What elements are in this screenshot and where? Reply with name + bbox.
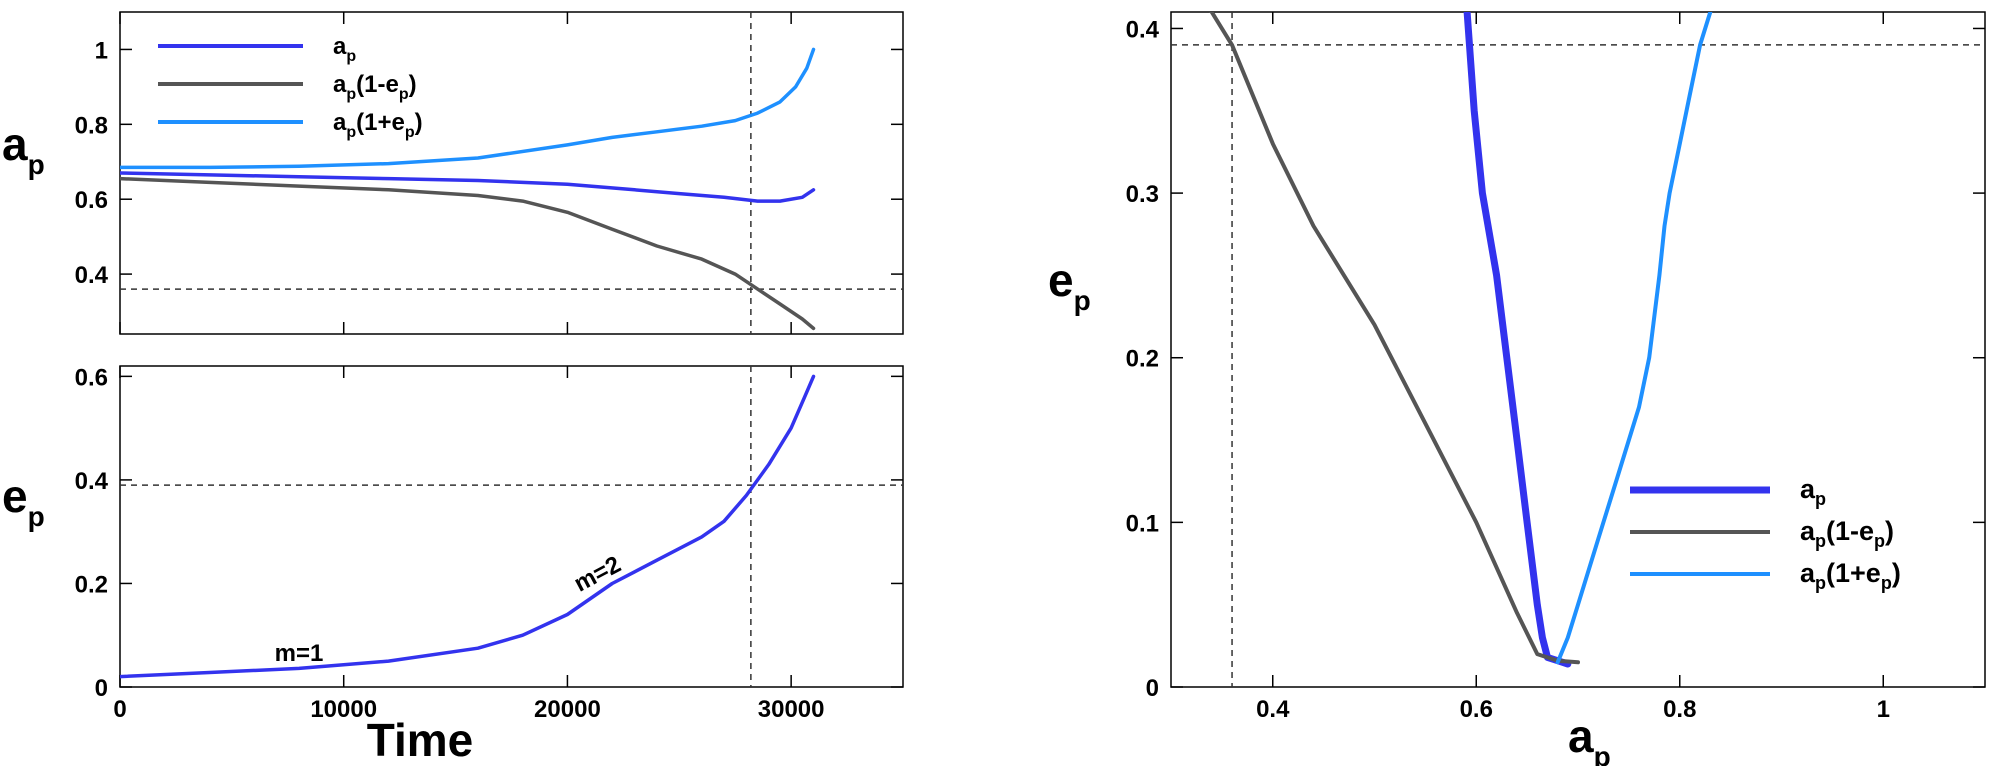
y-tick-label: 0 xyxy=(1146,675,1159,702)
x-axis-label: Time xyxy=(367,714,474,766)
axes-frame xyxy=(1170,11,1986,688)
axes-frame xyxy=(119,11,904,335)
series-line-apo xyxy=(120,47,816,170)
series-line-apo xyxy=(1555,12,1713,665)
annotation-label: m=1 xyxy=(275,640,324,667)
y-tick-label: 0.4 xyxy=(75,262,109,289)
y-axis-label: ep xyxy=(1048,254,1091,316)
legend-item-apo: ap(1+ep) xyxy=(158,109,423,141)
legend: ap ap(1-ep) ap(1+ep) xyxy=(158,33,423,141)
legend-label: ap(1-ep) xyxy=(333,71,417,103)
x-tick-label: 1 xyxy=(1877,696,1890,723)
panel-right: 0.4 0.6 0.8 1 0 0.1 0.2 0.3 0.4 ep ap ap ap(1-ep) ap(… xyxy=(1048,11,1986,766)
series-line-ap xyxy=(1463,12,1572,668)
x-tick-label: 10000 xyxy=(310,696,377,723)
y-tick-label: 0.2 xyxy=(75,571,108,598)
series-line-ep xyxy=(120,374,816,679)
legend-item-apo: ap(1+ep) xyxy=(1630,558,1901,593)
y-tick-label: 0.3 xyxy=(1126,181,1159,208)
legend-item-peri: ap(1-ep) xyxy=(158,71,417,103)
x-tick-label: 30000 xyxy=(758,696,825,723)
legend-label: ap xyxy=(333,33,356,65)
y-tick-label: 0 xyxy=(95,675,108,702)
x-tick-label: 0.6 xyxy=(1460,696,1493,723)
axes-frame xyxy=(119,365,904,688)
panel-top-left: 0.4 0.6 0.8 1 ap ap ap(1-ep) ap(1+ep) xyxy=(2,11,904,335)
legend-label: ap(1+ep) xyxy=(333,109,423,141)
y-tick-label: 0.4 xyxy=(1126,16,1160,43)
y-tick-label: 0.1 xyxy=(1126,510,1159,537)
legend-item-ap: ap xyxy=(1630,474,1826,509)
legend-item-ap: ap xyxy=(158,33,356,65)
y-tick-label: 0.6 xyxy=(75,187,108,214)
y-tick-label: 0.4 xyxy=(75,468,109,495)
y-axis-label: ap xyxy=(2,118,45,180)
series-line-peri xyxy=(1209,12,1580,665)
y-tick-label: 0.6 xyxy=(75,364,108,391)
legend-label: ap(1-ep) xyxy=(1800,516,1894,551)
x-tick-label: 0.4 xyxy=(1256,696,1290,723)
x-tick-label: 0.8 xyxy=(1663,696,1696,723)
x-tick-label: 0 xyxy=(113,696,126,723)
series-line-peri xyxy=(120,176,816,331)
y-tick-label: 1 xyxy=(95,37,108,64)
y-axis-label: ep xyxy=(2,470,45,532)
legend-label: ap(1+ep) xyxy=(1800,558,1901,593)
x-tick-label: 20000 xyxy=(534,696,601,723)
panel-bottom-left: 0 10000 20000 30000 0 0.2 0.4 0.6 m=1 m=2 ep Time xyxy=(2,364,904,766)
legend-item-peri: ap(1-ep) xyxy=(1630,516,1894,551)
series-line-ap xyxy=(120,171,816,203)
annotation-label: m=2 xyxy=(570,551,626,598)
y-tick-label: 0.2 xyxy=(1126,346,1159,373)
y-tick-label: 0.8 xyxy=(75,112,108,139)
x-axis-label: ap xyxy=(1568,710,1611,766)
legend-label: ap xyxy=(1800,474,1826,509)
legend: ap ap(1-ep) ap(1+ep) xyxy=(1630,474,1901,593)
